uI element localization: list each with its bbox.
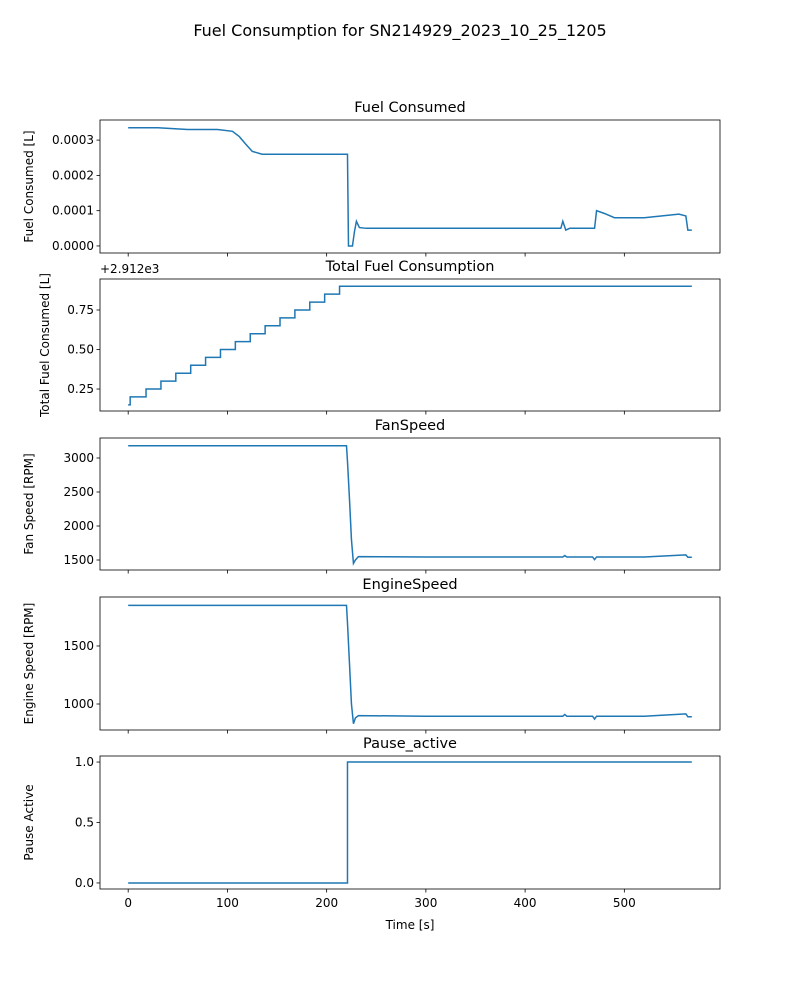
y-axis-label: Fuel Consumed [L] xyxy=(22,130,36,242)
x-tick-label: 0 xyxy=(124,896,132,910)
axes-frame xyxy=(99,437,721,571)
subplot-title: EngineSpeed xyxy=(362,577,457,593)
subplot-title: FanSpeed xyxy=(375,418,446,434)
y-tick-label: 0.50 xyxy=(67,343,94,357)
data-line xyxy=(128,761,692,884)
x-tick-label: 200 xyxy=(315,896,338,910)
y-tick-label: 1500 xyxy=(63,553,94,567)
y-tick-label: 0.75 xyxy=(67,303,94,317)
y-tick-label: 0.0000 xyxy=(52,239,94,253)
subplot-title: Total Fuel Consumption xyxy=(325,259,495,275)
offset-text: +2.912e3 xyxy=(100,262,159,276)
figure-title: Fuel Consumption for SN214929_2023_10_25… xyxy=(193,21,606,41)
x-axis-label: Time [s] xyxy=(385,918,435,932)
y-tick-label: 2500 xyxy=(63,485,94,499)
y-axis-label: Engine Speed [RPM] xyxy=(22,603,36,725)
x-tick-label: 500 xyxy=(613,896,636,910)
subplot-title: Fuel Consumed xyxy=(354,100,465,116)
axes-frame xyxy=(99,596,721,731)
y-tick-label: 1000 xyxy=(63,697,94,711)
axes-frame xyxy=(99,755,721,890)
x-tick-label: 400 xyxy=(514,896,537,910)
y-tick-label: 0.25 xyxy=(67,382,94,396)
x-tick-label: 100 xyxy=(216,896,239,910)
data-line xyxy=(128,604,692,724)
y-tick-label: 0.5 xyxy=(75,816,94,830)
data-line xyxy=(128,285,692,406)
x-tick-label: 300 xyxy=(414,896,437,910)
y-axis-label: Total Fuel Consumed [L] xyxy=(38,273,52,418)
y-tick-label: 0.0001 xyxy=(52,204,94,218)
y-tick-label: 0.0002 xyxy=(52,168,94,182)
data-line xyxy=(128,127,692,247)
y-axis-label: Pause Active xyxy=(22,784,36,860)
y-tick-label: 1.0 xyxy=(75,755,94,769)
y-tick-label: 1500 xyxy=(63,639,94,653)
y-tick-label: 3000 xyxy=(63,451,94,465)
axes-frame xyxy=(99,278,721,412)
subplot-title: Pause_active xyxy=(363,736,457,752)
y-axis-label: Fan Speed [RPM] xyxy=(22,453,36,554)
data-line xyxy=(128,445,692,566)
axes-frame xyxy=(99,119,721,254)
y-tick-label: 0.0 xyxy=(75,876,94,890)
y-tick-label: 0.0003 xyxy=(52,133,94,147)
y-tick-label: 2000 xyxy=(63,519,94,533)
